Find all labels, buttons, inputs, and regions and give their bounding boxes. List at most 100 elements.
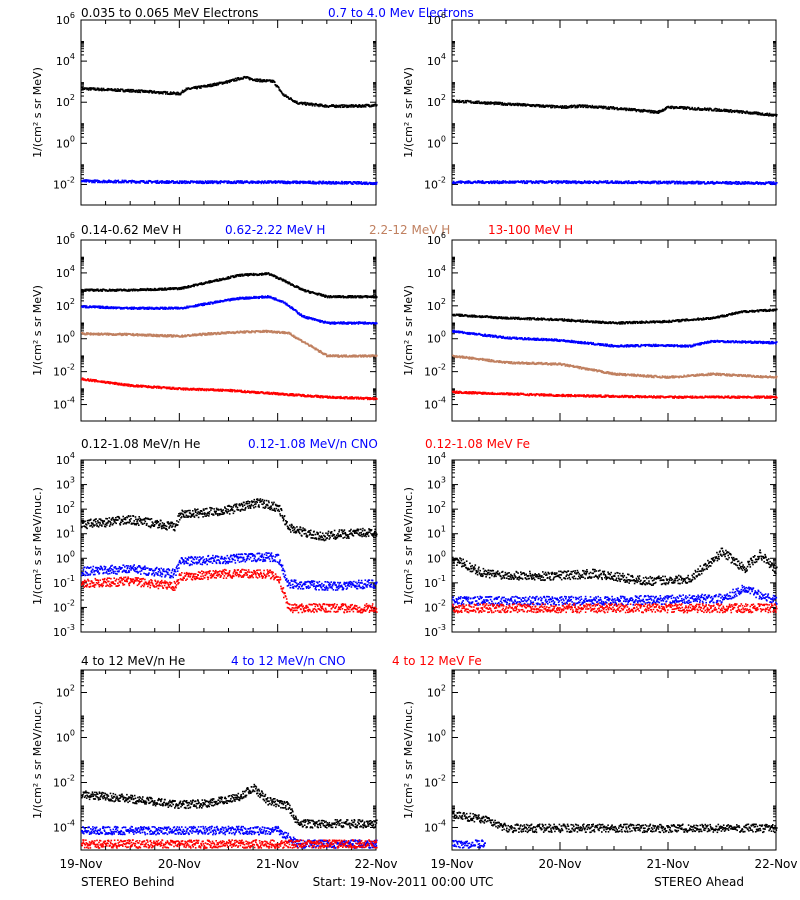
data-point bbox=[189, 182, 191, 184]
data-point bbox=[657, 112, 660, 114]
data-point bbox=[142, 180, 144, 182]
data-point bbox=[180, 288, 183, 290]
y-axis-label: 1/(cm² s sr MeV) bbox=[31, 285, 44, 376]
data-point bbox=[530, 180, 532, 182]
data-point bbox=[341, 180, 343, 183]
data-point bbox=[221, 81, 223, 84]
data-point bbox=[142, 91, 145, 93]
data-point bbox=[343, 183, 346, 185]
data-point bbox=[691, 107, 694, 110]
data-point bbox=[533, 104, 535, 106]
data-point bbox=[586, 180, 589, 183]
row-title: 0.7 to 4.0 Mev Electrons bbox=[328, 6, 474, 20]
data-point bbox=[549, 104, 552, 107]
data-point bbox=[335, 183, 337, 185]
data-point bbox=[624, 107, 626, 110]
data-point bbox=[492, 180, 495, 182]
data-point bbox=[641, 111, 644, 113]
data-point bbox=[490, 101, 492, 104]
data-point bbox=[286, 303, 288, 306]
data-point bbox=[772, 183, 774, 185]
data-point bbox=[339, 296, 342, 299]
data-point bbox=[238, 297, 240, 299]
data-point bbox=[725, 182, 728, 185]
data-point bbox=[700, 181, 702, 183]
data-point bbox=[628, 180, 630, 182]
data-point bbox=[216, 300, 219, 302]
data-point bbox=[489, 103, 491, 105]
data-point bbox=[292, 284, 294, 286]
data-point bbox=[712, 182, 714, 185]
data-point bbox=[580, 181, 583, 183]
data-point bbox=[258, 297, 260, 299]
data-point bbox=[156, 182, 158, 184]
data-point bbox=[133, 308, 135, 310]
data-point bbox=[740, 182, 743, 185]
data-point bbox=[169, 91, 172, 93]
data-point bbox=[738, 110, 740, 112]
data-point bbox=[192, 285, 194, 287]
data-point bbox=[274, 275, 277, 277]
data-point bbox=[517, 103, 520, 106]
data-point bbox=[131, 90, 134, 93]
data-point bbox=[206, 333, 209, 336]
data-point bbox=[538, 182, 540, 185]
data-point bbox=[267, 295, 269, 297]
data-point bbox=[694, 182, 696, 185]
data-point bbox=[456, 181, 459, 184]
data-point bbox=[151, 92, 154, 94]
data-point bbox=[742, 183, 745, 185]
data-point bbox=[592, 107, 595, 109]
data-point bbox=[525, 104, 528, 107]
data-point bbox=[677, 181, 680, 183]
y-tick-label: 106 bbox=[56, 231, 75, 247]
data-point bbox=[321, 182, 324, 185]
data-point bbox=[573, 180, 576, 182]
data-point bbox=[241, 273, 244, 276]
series-2-2-12-mev-h bbox=[81, 329, 378, 358]
data-point bbox=[485, 103, 487, 105]
data-point bbox=[203, 332, 206, 335]
data-point bbox=[571, 181, 573, 184]
data-point bbox=[690, 181, 692, 184]
data-point bbox=[698, 180, 700, 183]
data-point bbox=[183, 90, 186, 92]
data-point bbox=[350, 106, 352, 108]
data-point bbox=[199, 304, 201, 307]
data-point bbox=[759, 182, 762, 184]
data-point bbox=[669, 105, 672, 108]
data-point bbox=[283, 93, 285, 96]
data-point bbox=[483, 182, 486, 185]
data-point bbox=[324, 182, 327, 185]
data-point bbox=[226, 80, 228, 82]
data-point bbox=[458, 101, 460, 104]
data-point bbox=[110, 290, 112, 292]
data-point bbox=[706, 182, 709, 184]
data-point bbox=[116, 289, 119, 292]
data-point bbox=[557, 180, 559, 182]
data-point bbox=[274, 181, 276, 183]
data-point bbox=[132, 306, 134, 309]
data-point bbox=[145, 306, 148, 309]
data-point bbox=[348, 296, 351, 298]
data-point bbox=[692, 182, 694, 185]
data-point bbox=[285, 302, 288, 305]
data-point bbox=[367, 105, 370, 107]
data-point bbox=[525, 182, 527, 184]
data-point bbox=[348, 295, 350, 297]
data-point bbox=[375, 183, 378, 185]
data-point bbox=[170, 336, 173, 338]
data-point bbox=[623, 108, 625, 111]
data-point bbox=[120, 333, 122, 335]
data-point bbox=[121, 332, 124, 335]
data-point bbox=[276, 275, 278, 278]
data-point bbox=[691, 180, 694, 183]
data-point bbox=[114, 179, 117, 182]
data-point bbox=[120, 288, 122, 291]
data-point bbox=[238, 298, 241, 300]
data-point bbox=[137, 335, 139, 337]
data-point bbox=[298, 312, 300, 314]
data-point bbox=[696, 180, 699, 183]
